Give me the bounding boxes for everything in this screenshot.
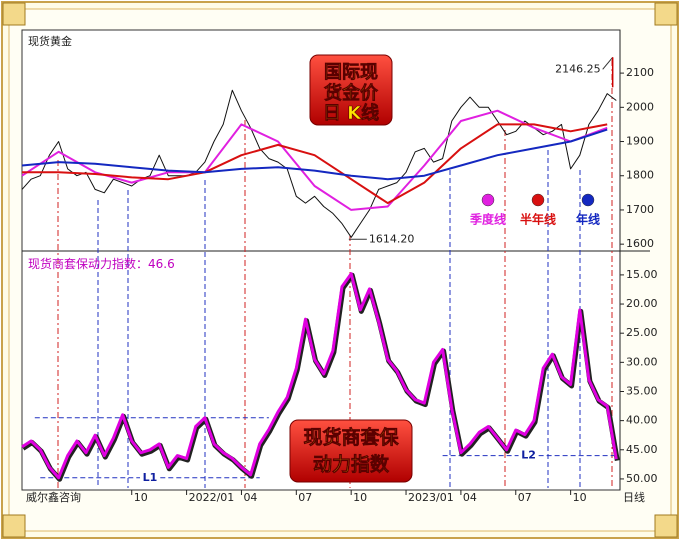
y-tick-label: 2100 — [626, 66, 654, 79]
y-tick-label: 40.00 — [626, 414, 658, 427]
badge-line: 日 K线 — [323, 102, 379, 124]
y-tick-label: 1800 — [626, 169, 654, 182]
badge-line: 国际现 — [324, 62, 378, 83]
y-tick-label: 45.00 — [626, 443, 658, 456]
badge-box — [289, 419, 413, 483]
legend-swatch — [481, 193, 495, 207]
price-title: 现货黄金 — [28, 34, 72, 48]
y-tick-label: 50.00 — [626, 472, 658, 485]
y-tick-label: 15.00 — [626, 268, 658, 281]
y-tick-label: 1600 — [626, 237, 654, 250]
y-tick-label: 2000 — [626, 100, 654, 113]
legend-swatch — [581, 193, 595, 207]
reference-label: L2 — [521, 449, 536, 462]
legend-label: 半年线 — [520, 212, 556, 227]
x-tick-label: 2023/01 — [408, 491, 454, 504]
marker-lines — [57, 60, 613, 488]
legend-label: 季度线 — [469, 212, 506, 227]
series-line — [22, 123, 608, 205]
badge-box — [309, 54, 393, 126]
x-tick-label: 2022/01 — [189, 491, 235, 504]
x-tick-label: 10 — [573, 491, 587, 504]
y-tick-label: 1700 — [626, 203, 654, 216]
x-tick-label: 04 — [243, 491, 257, 504]
index-name: 现货商套保动力指数： — [28, 256, 148, 271]
legend-swatch — [531, 193, 545, 207]
index-value: 46.6 — [148, 257, 175, 271]
x-tick-label: 10 — [353, 491, 367, 504]
y-tick-label: 35.00 — [626, 384, 658, 397]
series-line — [21, 272, 618, 480]
price-badge: 国际现 货金价 日 K线 — [309, 54, 393, 126]
reference-label-bg — [140, 470, 161, 485]
badge-line: 动力指数 — [313, 453, 390, 476]
index-title: 现货商套保动力指数：46.6 — [28, 256, 175, 271]
low-label: 1614.20 — [369, 232, 415, 245]
high-pointer — [602, 56, 614, 70]
x-tick-label: 04 — [463, 491, 477, 504]
series-line — [21, 128, 608, 181]
x-tick-label: 07 — [518, 491, 532, 504]
y-tick-label: 20.00 — [626, 297, 658, 310]
x-tick-label: 10 — [134, 491, 148, 504]
y-tick-label: 25.00 — [626, 326, 658, 339]
y-tick-label: 1900 — [626, 135, 654, 148]
series-line — [21, 109, 608, 211]
period: 日线 — [623, 490, 645, 504]
x-tick-label: 07 — [298, 491, 312, 504]
badge-line: 现货商套保 — [303, 426, 399, 449]
badge-line: 货金价 — [324, 82, 379, 104]
index-badge: 现货商套保 动力指数 — [289, 419, 413, 483]
y-tick-label: 30.00 — [626, 355, 658, 368]
source: 威尔鑫咨询 — [26, 490, 81, 504]
corners — [2, 2, 678, 538]
legend-label: 年线 — [576, 212, 600, 227]
reference-label-bg — [518, 448, 539, 463]
series-line — [21, 89, 617, 238]
reference-label: L1 — [143, 471, 158, 484]
high-label: 2146.25 — [555, 62, 601, 75]
